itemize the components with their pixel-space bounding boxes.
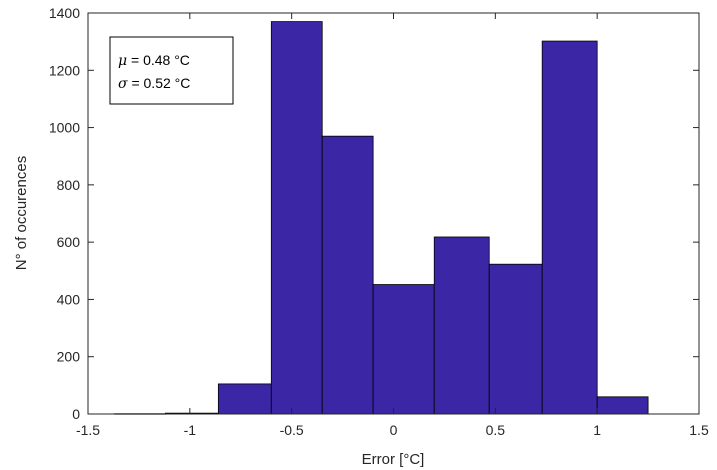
x-tick-label: 0 — [390, 422, 398, 438]
y-tick-label: 1400 — [49, 5, 80, 21]
histogram-bar — [596, 396, 649, 415]
y-axis-label: N° of occurences — [13, 156, 30, 270]
y-tick-label: 1000 — [49, 120, 80, 136]
y-tick-label: 200 — [57, 349, 81, 365]
std-annotation: σ = 0.52 °C — [118, 75, 190, 92]
x-tick-label: -0.5 — [280, 422, 304, 438]
x-axis-ticks: -1.5 -1 -0.5 0 0.5 1 1.5 — [76, 13, 709, 438]
histogram-bar — [321, 135, 374, 415]
y-tick-label: 1200 — [49, 62, 80, 78]
histogram-bars — [114, 21, 649, 415]
histogram-bar — [372, 284, 435, 415]
histogram-bar — [270, 21, 323, 415]
x-tick-label: -1.5 — [76, 422, 100, 438]
x-tick-label: 0.5 — [486, 422, 506, 438]
x-tick-label: 1.5 — [689, 422, 709, 438]
y-tick-label: 800 — [57, 177, 81, 193]
mean-annotation: μ = 0.48 °C — [118, 52, 190, 69]
stats-annotation-box: μ = 0.48 °C σ = 0.52 °C — [109, 36, 234, 105]
y-axis-ticks: 0 200 400 600 800 1000 1200 1400 — [49, 5, 699, 422]
histogram-bar — [433, 236, 490, 415]
y-tick-label: 400 — [57, 291, 81, 307]
x-tick-label: -1 — [184, 422, 197, 438]
y-tick-label: 0 — [72, 406, 80, 422]
x-axis-label: Error [°C] — [362, 451, 425, 468]
x-tick-label: 1 — [593, 422, 601, 438]
histogram-bar — [488, 263, 543, 415]
histogram-bar — [541, 40, 598, 415]
y-tick-label: 600 — [57, 234, 81, 250]
histogram-bar — [217, 383, 272, 415]
